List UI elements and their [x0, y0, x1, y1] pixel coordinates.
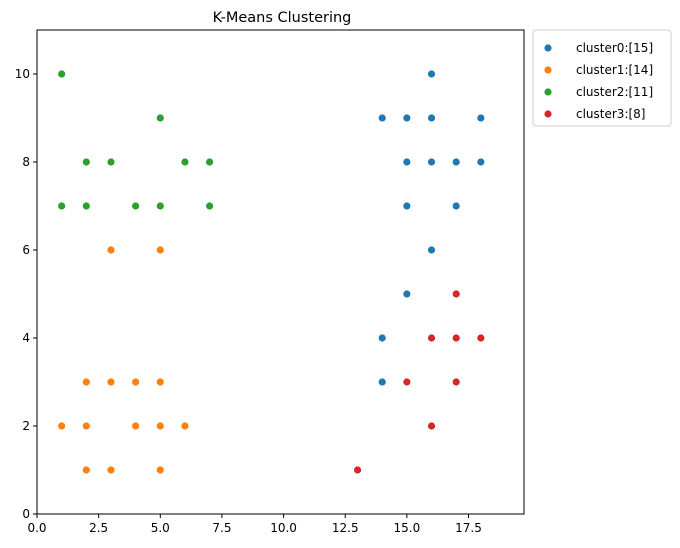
cluster2-point [58, 202, 66, 210]
cluster0-point [403, 114, 411, 122]
cluster1-point [82, 422, 90, 430]
cluster3-point [427, 334, 436, 342]
cluster3-point [353, 466, 362, 474]
legend-label-cluster3: cluster3:[8] [576, 107, 646, 121]
cluster0-point [427, 70, 436, 78]
cluster0-point [378, 378, 386, 386]
cluster0-point [403, 290, 411, 298]
legend-marker-cluster2 [544, 88, 552, 96]
cluster3-point [477, 334, 485, 342]
x-tick-label: 5.0 [151, 521, 170, 535]
x-tick-label: 17.5 [455, 521, 482, 535]
cluster3-point [403, 378, 411, 386]
cluster1-point [58, 422, 66, 430]
y-tick-label: 6 [22, 243, 30, 257]
y-tick-label: 10 [15, 67, 30, 81]
cluster2-point [156, 114, 164, 122]
cluster0-point [477, 158, 485, 166]
cluster0-point [477, 114, 485, 122]
x-tick-label: 7.5 [212, 521, 231, 535]
y-tick-label: 4 [22, 331, 30, 345]
cluster0-point [378, 334, 386, 342]
legend-marker-cluster0 [544, 44, 552, 52]
cluster2-point [132, 202, 140, 210]
cluster2-point [181, 158, 189, 166]
cluster1-point [132, 422, 140, 430]
cluster2-point [206, 158, 214, 166]
legend-label-cluster1: cluster1:[14] [576, 63, 653, 77]
legend-label-cluster2: cluster2:[11] [576, 85, 653, 99]
cluster1-point [82, 466, 90, 474]
cluster2-point [58, 70, 66, 78]
chart-title: K-Means Clustering [213, 10, 352, 26]
cluster1-point [156, 466, 164, 474]
cluster0-point [378, 114, 386, 122]
cluster2-point [156, 202, 164, 210]
cluster0-point [403, 158, 411, 166]
cluster2-point [82, 158, 90, 166]
legend-label-cluster0: cluster0:[15] [576, 41, 653, 55]
cluster1-point [132, 378, 140, 386]
axis-ticks: 0.0 2.5 5.0 7.5 10.0 12.5 15.0 17.5 0 2 4 6 8 10 [15, 67, 482, 535]
cluster0-point [452, 202, 460, 210]
cluster3-point [452, 334, 460, 342]
legend-marker-cluster3 [544, 110, 552, 118]
cluster2-point [107, 158, 115, 166]
cluster1-point [107, 466, 115, 474]
x-tick-label: 15.0 [394, 521, 421, 535]
cluster1-point [82, 378, 90, 386]
y-tick-label: 0 [22, 507, 30, 521]
x-tick-label: 10.0 [270, 521, 297, 535]
y-tick-label: 2 [22, 419, 30, 433]
cluster1-point [156, 246, 164, 254]
cluster0-point [427, 246, 436, 254]
cluster1-point [181, 422, 189, 430]
x-tick-label: 12.5 [332, 521, 359, 535]
cluster1-point [156, 378, 164, 386]
legend-marker-cluster1 [544, 66, 552, 74]
legend: cluster0:[15] cluster1:[14] cluster2:[11] c… [532, 29, 672, 127]
cluster2-point [82, 202, 90, 210]
x-tick-label: 2.5 [89, 521, 108, 535]
cluster0-point [427, 158, 436, 166]
data-points [58, 70, 485, 474]
cluster1-point [107, 378, 115, 386]
legend-box [532, 29, 672, 127]
cluster3-point [452, 290, 460, 298]
cluster3-point [452, 378, 460, 386]
plot-area-frame [36, 29, 525, 515]
cluster0-point [452, 158, 460, 166]
cluster0-point [403, 202, 411, 210]
x-tick-label: 0.0 [27, 521, 46, 535]
cluster0-point [427, 114, 436, 122]
cluster1-point [107, 246, 115, 254]
y-tick-label: 8 [22, 155, 30, 169]
cluster1-point [156, 422, 164, 430]
cluster2-point [206, 202, 214, 210]
cluster3-point [427, 422, 436, 430]
